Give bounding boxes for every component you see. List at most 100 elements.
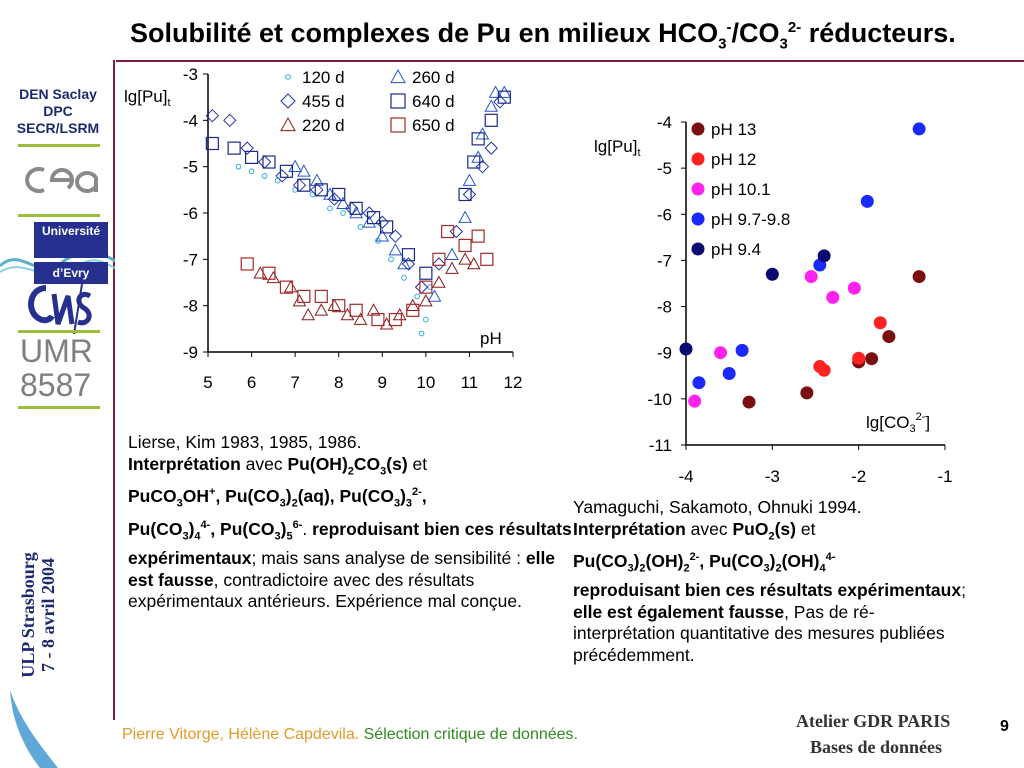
data-point: [471, 229, 485, 243]
legend-marker: [691, 122, 705, 136]
data-point: [353, 312, 368, 325]
data-point: [401, 274, 407, 281]
y-tick-label: -6: [657, 205, 672, 224]
data-point: [497, 90, 511, 104]
title-divider: [116, 60, 1024, 62]
data-point: [262, 266, 276, 280]
data-point: [327, 205, 333, 212]
right-chart-axes: -4 -5 -6 -7 -8 -9 -10 -11 -4 -3 -2 -1: [647, 113, 952, 486]
y-tick-label: -11: [649, 436, 672, 455]
data-point: [310, 173, 324, 186]
data-point: [458, 187, 472, 202]
data-point: [800, 386, 814, 400]
data-point: [362, 206, 376, 220]
data-point: [240, 257, 254, 271]
legend-label: 455 d: [302, 92, 345, 111]
data-point: [445, 261, 459, 274]
left-commentary: Lierse, Kim 1983, 1985, 1986. Interpréta…: [128, 432, 572, 612]
x-tick-label: -1: [937, 467, 952, 486]
left-xlabel: pH: [480, 329, 502, 348]
left-chart-legend: 120 d 260 d 455 d 640 d 220 d 650 d: [280, 68, 455, 135]
y-tick-label: -10: [647, 390, 672, 409]
data-point: [765, 267, 779, 281]
cnrs-logo: [28, 283, 92, 334]
data-point: [279, 280, 294, 294]
legend-label: 120 d: [302, 68, 345, 87]
y-tick-label: -5: [183, 158, 198, 177]
org-label: DEN Saclay DPC SECR/LSRM: [16, 86, 100, 136]
data-point: [419, 280, 433, 294]
data-point: [380, 220, 394, 234]
data-point: [441, 224, 455, 239]
legend-marker: [390, 93, 406, 109]
page-number: 9: [1000, 718, 1009, 735]
data-point: [467, 155, 481, 169]
data-point: [375, 229, 390, 242]
data-point: [257, 155, 272, 169]
data-point: [432, 252, 446, 266]
legend-label: pH 9.7-9.8: [711, 210, 790, 229]
data-point: [735, 343, 749, 357]
data-point: [458, 238, 472, 253]
data-point: [912, 122, 926, 136]
sidebar-divider: [113, 60, 115, 720]
data-point: [462, 187, 477, 202]
data-point: [205, 136, 219, 151]
legend-label: 260 d: [412, 68, 455, 87]
data-point: [357, 224, 364, 230]
x-tick-label: 8: [334, 373, 343, 392]
y-tick-label: -4: [657, 113, 672, 132]
data-point: [882, 330, 896, 344]
data-point: [462, 173, 477, 186]
data-point: [742, 395, 756, 409]
data-point: [366, 303, 381, 316]
data-point: [475, 127, 490, 140]
data-point: [375, 215, 389, 229]
data-point: [297, 178, 311, 192]
data-point: [349, 303, 363, 317]
x-tick-label: -3: [765, 467, 780, 486]
data-point: [817, 249, 831, 263]
data-point: [292, 178, 307, 192]
cea-logo: [25, 167, 98, 193]
legend-marker: [691, 182, 705, 196]
data-point: [388, 256, 394, 263]
data-point: [679, 342, 693, 356]
data-point: [432, 275, 446, 288]
data-point: [297, 164, 311, 177]
data-point: [722, 366, 736, 380]
right-chart-legend: pH 13 pH 12 pH 10.1 pH 9.7-9.8 pH 9.4: [691, 120, 790, 259]
x-tick-label: 6: [247, 373, 256, 392]
data-point: [471, 150, 485, 163]
data-point: [314, 303, 329, 316]
right-ylabel: lg[Pu]t: [594, 137, 641, 159]
data-point: [227, 141, 241, 155]
data-point: [484, 141, 498, 155]
umr-label: UMR 8587: [20, 333, 93, 403]
y-tick-label: -8: [657, 298, 672, 317]
data-point: [314, 183, 328, 197]
legend-marker: [691, 152, 705, 166]
data-point: [366, 211, 381, 225]
data-point: [422, 316, 429, 323]
data-point: [288, 159, 302, 172]
y-tick-label: -7: [183, 250, 198, 269]
data-point: [873, 316, 887, 330]
y-tick-label: -6: [183, 204, 198, 223]
data-point: [427, 289, 442, 302]
x-tick-label: 7: [290, 373, 299, 392]
gdr-paris-logo: Atelier GDR PARIS Bases de données: [796, 711, 951, 757]
data-point: [235, 163, 242, 170]
x-tick-label: -4: [678, 467, 693, 486]
data-point: [392, 307, 407, 321]
data-point: [261, 173, 268, 179]
data-point: [445, 247, 459, 260]
data-point: [397, 256, 411, 270]
data-point: [388, 312, 402, 327]
right-chart-points: [679, 122, 926, 409]
sidebar-separator: [18, 214, 100, 217]
y-tick-label: -3: [183, 65, 198, 84]
data-point: [405, 298, 420, 311]
x-tick-label: 11: [461, 373, 479, 392]
data-point: [349, 205, 363, 219]
